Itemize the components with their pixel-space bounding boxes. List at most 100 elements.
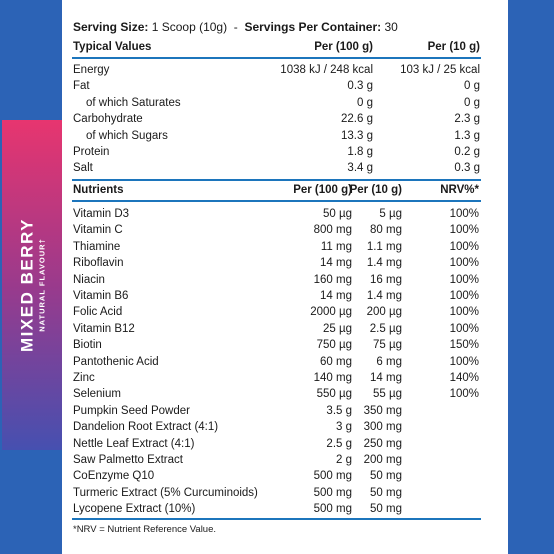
value-cell: 300 mg <box>363 421 402 434</box>
row-label: Turmeric Extract (5% Curcuminoids) <box>73 486 258 499</box>
value-cell: 6 mg <box>376 355 402 368</box>
value-cell: 1.8 g <box>347 146 373 158</box>
value-cell: 0.3 g <box>347 80 373 93</box>
serving-info: Serving Size: 1 Scoop (10g) - Servings P… <box>73 20 398 34</box>
row-label: Vitamin B12 <box>73 322 135 335</box>
row-label: Salt <box>73 162 93 175</box>
row-label: Fat <box>73 80 90 93</box>
value-cell: 100% <box>449 306 479 319</box>
row-label: Folic Acid <box>73 306 123 319</box>
value-cell: 1.4 mg <box>366 290 402 302</box>
value-cell: 80 mg <box>370 224 402 237</box>
value-cell: 3.4 g <box>347 162 373 175</box>
value-cell: 250 mg <box>363 437 402 450</box>
container-label: Servings Per Container: <box>244 20 382 34</box>
serving-size-label: Serving Size: <box>73 20 149 34</box>
value-cell: 25 µg <box>322 322 352 335</box>
value-cell: 0.2 g <box>454 146 480 158</box>
row-label: Biotin <box>73 339 102 352</box>
value-cell: 14 mg <box>320 257 352 270</box>
value-cell: 50 mg <box>370 503 402 516</box>
row-label: Vitamin D3 <box>73 208 130 220</box>
row-label: Nettle Leaf Extract (4:1) <box>73 437 195 450</box>
rule <box>72 200 481 202</box>
row-label: Dandelion Root Extract (4:1) <box>73 421 219 434</box>
header-cell: Nutrients <box>73 184 124 196</box>
row-label: Niacin <box>73 273 105 286</box>
row-label: Vitamin C <box>73 224 123 237</box>
value-cell: 2000 µg <box>310 306 352 319</box>
value-cell: 100% <box>449 290 479 302</box>
rule <box>72 518 481 520</box>
value-cell: 2.5 µg <box>369 322 402 335</box>
footnote: *NRV = Nutrient Reference Value. <box>73 524 217 535</box>
value-cell: 140% <box>449 372 479 384</box>
row-label: Saw Palmetto Extract <box>73 454 183 466</box>
header-cell: Typical Values <box>73 41 152 53</box>
row-label: Vitamin B6 <box>73 290 129 302</box>
value-cell: 350 mg <box>363 404 402 417</box>
value-cell: 140 mg <box>313 372 352 384</box>
value-cell: 100% <box>449 273 479 286</box>
value-cell: 50 mg <box>370 486 402 499</box>
flavour-label: MIXED BERRY NATURAL FLAVOUR† <box>2 120 62 450</box>
flavour-title: MIXED BERRY <box>17 218 37 352</box>
value-cell: 100% <box>449 257 479 270</box>
value-cell: 14 mg <box>370 372 402 384</box>
value-cell: 100% <box>449 208 479 220</box>
value-cell: 1.3 g <box>454 129 480 142</box>
value-cell: 5 µg <box>379 208 402 220</box>
value-cell: 0 g <box>357 96 373 109</box>
container-value: 30 <box>384 20 398 34</box>
value-cell: 75 µg <box>372 339 402 352</box>
row-label: Lycopene Extract (10%) <box>73 503 196 516</box>
row-label: Riboflavin <box>73 257 124 270</box>
row-label: Pumpkin Seed Powder <box>73 404 190 417</box>
value-cell: 500 mg <box>313 503 352 516</box>
value-cell: 500 mg <box>313 470 352 483</box>
separator: - <box>233 20 238 34</box>
header-cell: Per (10 g) <box>427 41 480 53</box>
value-cell: 100% <box>449 240 479 253</box>
value-cell: 200 mg <box>363 454 402 466</box>
value-cell: 55 µg <box>372 388 402 401</box>
row-label: of which Saturates <box>86 96 181 109</box>
value-cell: 1.4 mg <box>366 257 402 270</box>
row-label: CoEnzyme Q10 <box>73 470 155 483</box>
serving-size-value: 1 Scoop (10g) <box>151 20 228 34</box>
value-cell: 60 mg <box>320 355 352 368</box>
value-cell: 750 µg <box>316 339 352 352</box>
value-cell: 800 mg <box>313 224 352 237</box>
value-cell: 2 g <box>336 454 352 466</box>
row-label: Thiamine <box>73 240 121 253</box>
rule <box>72 57 481 59</box>
row-label: of which Sugars <box>86 129 168 142</box>
value-cell: 11 mg <box>320 240 352 253</box>
value-cell: 2.5 g <box>326 437 352 450</box>
header-cell: Per (10 g) <box>349 184 402 196</box>
value-cell: 100% <box>449 224 479 237</box>
row-label: Zinc <box>73 372 95 384</box>
header-cell: Per (100 g) <box>293 184 352 196</box>
side-band <box>508 0 554 554</box>
value-cell: 22.6 g <box>341 113 373 126</box>
flavour-subtitle: NATURAL FLAVOUR† <box>37 238 47 332</box>
value-cell: 100% <box>449 355 479 368</box>
flavour-text: MIXED BERRY NATURAL FLAVOUR† <box>18 218 47 352</box>
value-cell: 100% <box>449 322 479 335</box>
value-cell: 0 g <box>464 80 480 93</box>
value-cell: 1038 kJ / 248 kcal <box>280 64 373 76</box>
value-cell: 1.1 mg <box>366 240 402 253</box>
value-cell: 550 µg <box>316 388 352 401</box>
value-cell: 50 µg <box>322 208 352 220</box>
header-cell: NRV%* <box>440 184 479 196</box>
value-cell: 3.5 g <box>326 404 352 417</box>
value-cell: 3 g <box>336 421 352 434</box>
value-cell: 2.3 g <box>454 113 480 126</box>
row-label: Pantothenic Acid <box>73 355 159 368</box>
row-label: Carbohydrate <box>73 113 143 126</box>
value-cell: 0.3 g <box>454 162 480 175</box>
value-cell: 150% <box>449 339 479 352</box>
value-cell: 100% <box>449 388 479 401</box>
